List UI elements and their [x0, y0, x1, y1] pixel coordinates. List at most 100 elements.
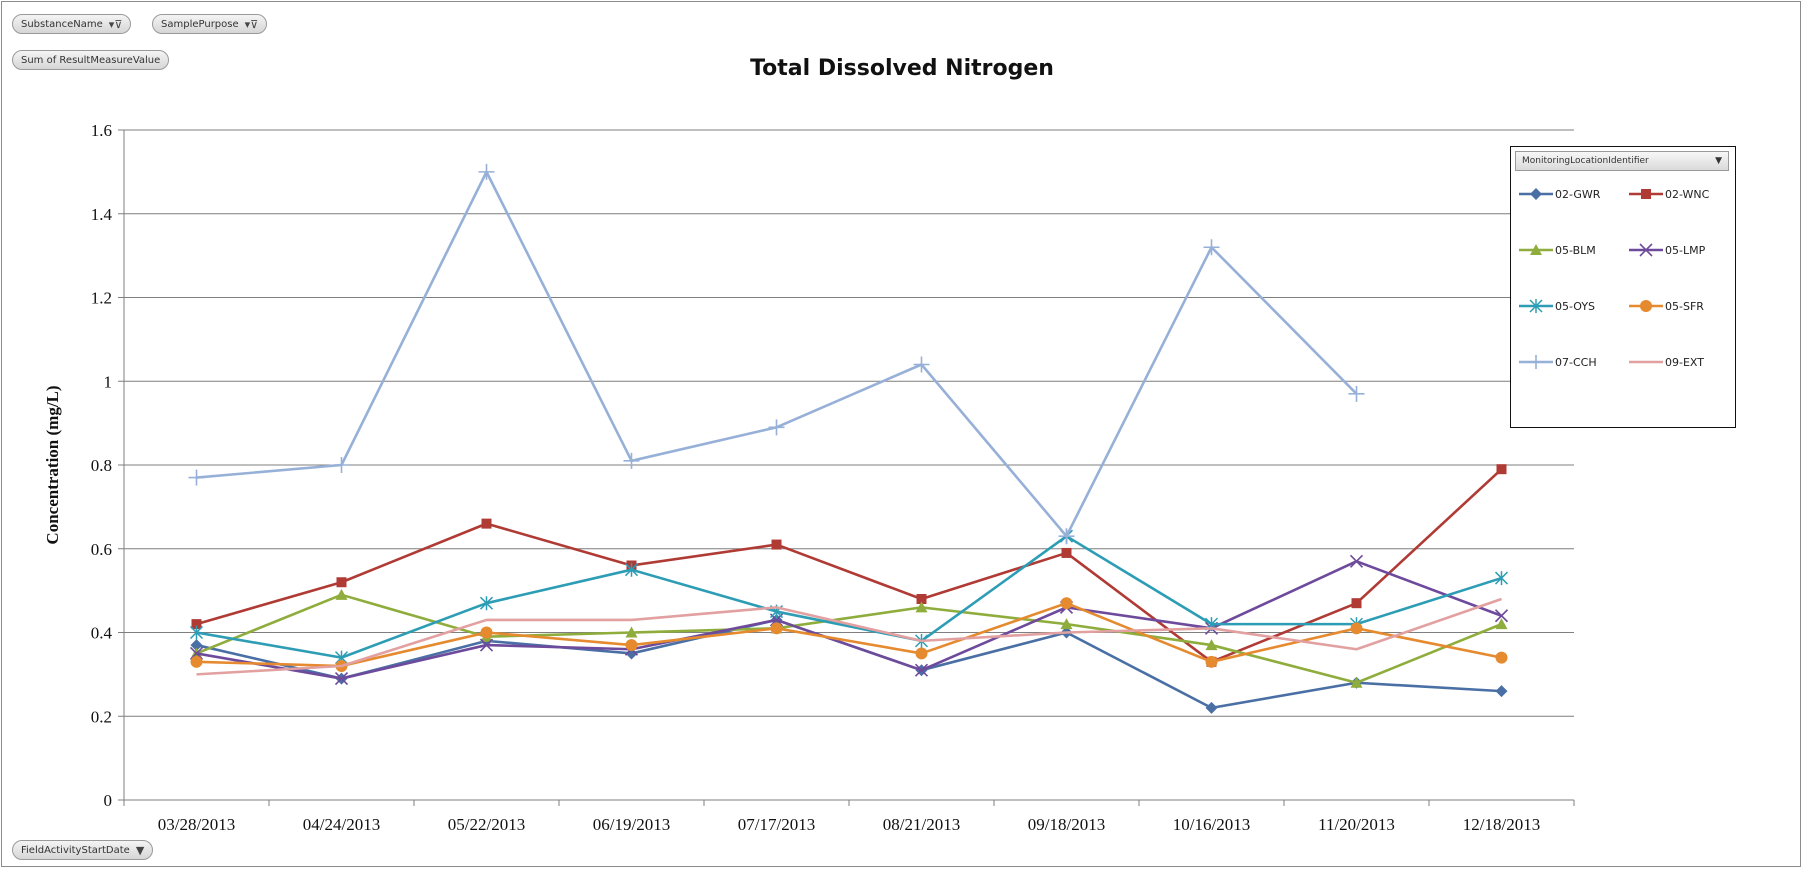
x-tick-label: 06/19/2013: [593, 815, 670, 834]
legend-item: 05-SFR: [1629, 299, 1704, 313]
legend-item: 07-CCH: [1519, 355, 1597, 369]
data-point: [1061, 547, 1072, 558]
x-tick-label: 07/17/2013: [738, 815, 815, 834]
x-tick-label: 08/21/2013: [883, 815, 960, 834]
legend-label: 02-GWR: [1555, 187, 1601, 201]
legend-marker: [1640, 300, 1652, 312]
data-point: [915, 601, 928, 613]
legend-marker: [1639, 243, 1653, 257]
data-point: [190, 639, 203, 652]
data-point: [1348, 385, 1365, 402]
series-line: [196, 593, 1502, 685]
chart-title: Total Dissolved Nitrogen: [750, 56, 1054, 81]
data-point: [1349, 554, 1364, 568]
x-tick-label: 09/18/2013: [1028, 815, 1105, 834]
legend-item: 05-OYS: [1519, 299, 1595, 313]
legend-marker: [1641, 189, 1651, 199]
filter-icon[interactable]: ▾⊽: [244, 17, 259, 31]
data-point: [771, 539, 782, 550]
series-line: [196, 601, 1502, 668]
legend-header-label: MonitoringLocationIdentifier: [1522, 156, 1649, 166]
purpose-filter-button[interactable]: SamplePurpose ▾⊽: [152, 14, 268, 34]
data-point: [624, 562, 639, 577]
legend-item: 02-GWR: [1519, 187, 1600, 201]
axis-field-label: FieldActivityStartDate: [21, 844, 130, 856]
legend-marker: [1528, 355, 1544, 369]
series-line: [196, 560, 1502, 680]
y-tick-label: 1.4: [91, 205, 113, 224]
data-point: [335, 588, 348, 600]
data-point: [1494, 609, 1509, 623]
legend-marker: [1529, 299, 1543, 313]
y-tick-label: 0.4: [91, 624, 113, 643]
legend-swatch: [1629, 243, 1663, 257]
data-point: [334, 671, 349, 686]
y-tick-label: 1: [104, 372, 113, 391]
data-point: [1060, 597, 1073, 610]
data-point: [916, 594, 927, 604]
filter-icon[interactable]: ▾⊽: [108, 17, 123, 31]
y-tick-label: 0.8: [91, 456, 112, 475]
data-point: [913, 356, 930, 373]
legend-item: 05-BLM: [1519, 243, 1596, 257]
substance-filter-label: SubstanceName: [21, 18, 103, 30]
legend-label: 02-WNC: [1665, 187, 1710, 201]
data-point: [189, 625, 204, 640]
legend-item: 09-EXT: [1629, 355, 1704, 369]
x-tick-label: 11/20/2013: [1318, 815, 1395, 834]
data-point: [1205, 655, 1218, 668]
value-field-button[interactable]: Sum of ResultMeasureValue: [12, 50, 170, 70]
y-tick-label: 1.2: [91, 289, 112, 308]
x-tick-label: 03/28/2013: [158, 815, 235, 834]
x-tick-label: 04/24/2013: [303, 815, 380, 834]
data-point: [188, 469, 205, 486]
purpose-filter-label: SamplePurpose: [161, 18, 239, 30]
data-point: [914, 663, 929, 677]
data-point: [625, 626, 638, 638]
legend-filter-button[interactable]: MonitoringLocationIdentifier ▼: [1515, 151, 1729, 171]
dropdown-arrow-icon[interactable]: ▼: [1715, 156, 1722, 166]
legend-swatch: [1519, 188, 1553, 200]
substance-filter-button[interactable]: SubstanceName ▾⊽: [12, 14, 132, 34]
data-point: [768, 419, 785, 436]
y-axis-label: Concentration (mg/L): [43, 385, 62, 544]
legend-swatch: [1629, 189, 1663, 199]
axis-field-button[interactable]: FieldActivityStartDate ▼: [12, 840, 154, 860]
data-point: [1058, 528, 1075, 545]
series-line: [196, 170, 1358, 538]
data-point: [479, 638, 494, 652]
data-point: [770, 622, 783, 635]
y-tick-label: 0: [104, 791, 113, 810]
data-point: [1205, 701, 1218, 714]
data-point: [479, 596, 494, 611]
series-07-CCH: [188, 163, 1365, 545]
series-02-WNC: [191, 464, 1507, 667]
data-point: [481, 518, 492, 529]
x-tick-label: 12/18/2013: [1463, 815, 1540, 834]
legend-swatch: [1629, 360, 1663, 364]
data-point: [1494, 571, 1509, 586]
series-09-EXT: [196, 597, 1502, 676]
legend-swatch: [1519, 355, 1553, 369]
data-point: [1205, 639, 1218, 651]
series-line: [196, 534, 1502, 659]
series-line: [196, 597, 1502, 676]
data-point: [623, 452, 640, 469]
y-tick-label: 0.6: [91, 540, 112, 559]
data-point: [478, 163, 495, 180]
legend-item: 05-LMP: [1629, 243, 1705, 257]
data-point: [1495, 685, 1508, 698]
data-point: [336, 577, 347, 588]
data-point: [1203, 239, 1220, 256]
legend-swatch: [1629, 300, 1663, 312]
data-point: [1496, 464, 1507, 475]
data-point: [1495, 651, 1508, 664]
legend-swatch: [1519, 299, 1553, 313]
series-line: [196, 618, 1502, 710]
x-tick-label: 05/22/2013: [448, 815, 525, 834]
dropdown-arrow-icon[interactable]: ▼: [135, 843, 145, 857]
legend-label: 05-LMP: [1665, 243, 1706, 257]
legend-label: 09-EXT: [1665, 355, 1704, 369]
